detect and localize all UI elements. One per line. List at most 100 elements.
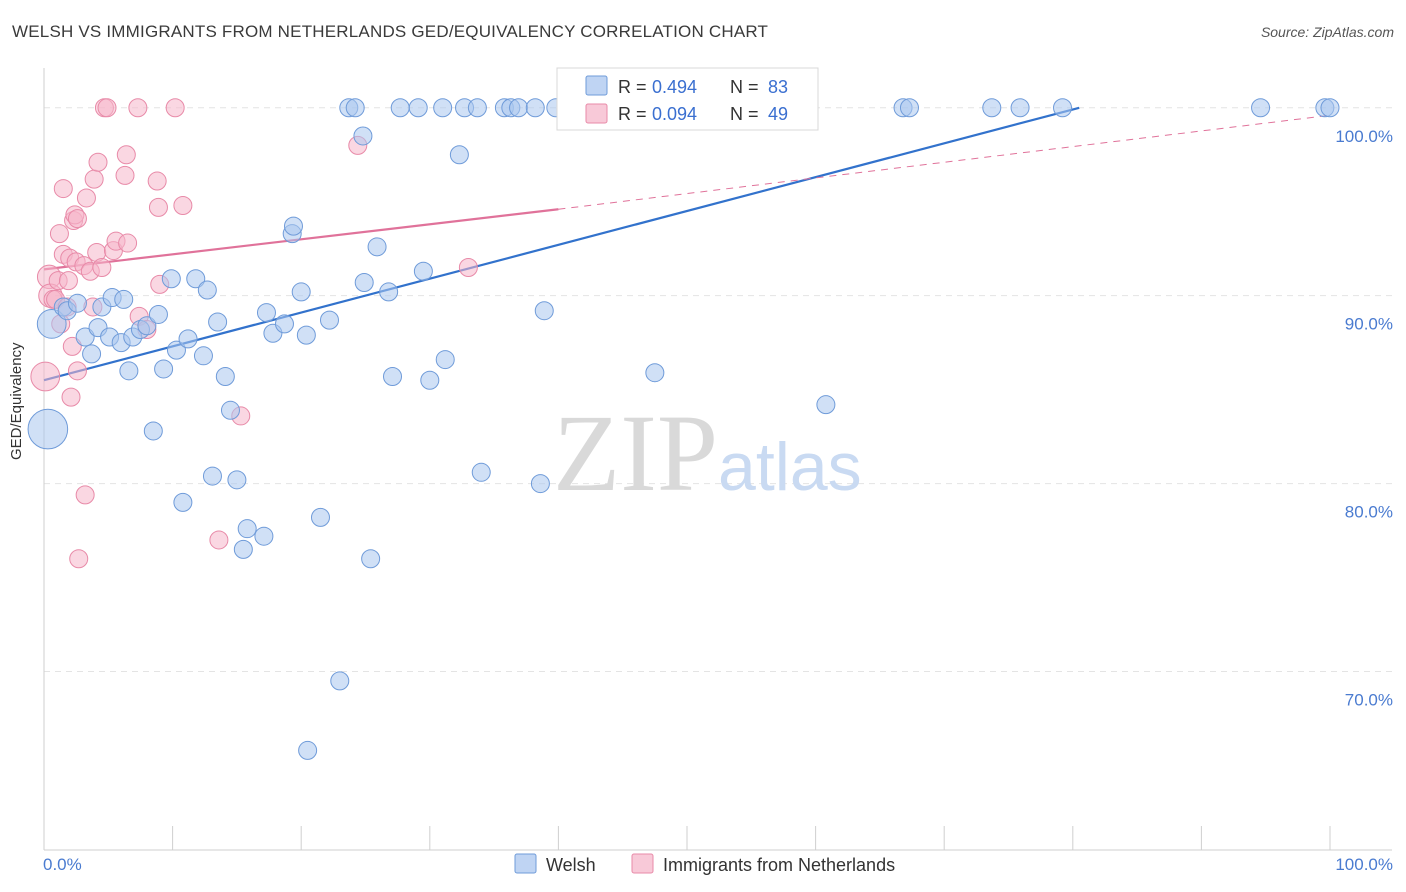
legend-welsh-r-value: 0.494	[652, 77, 697, 97]
welsh-point	[193, 346, 213, 366]
welsh-point	[530, 474, 550, 494]
watermark-atlas: atlas	[718, 429, 862, 505]
welsh-point	[1010, 98, 1030, 118]
welsh-point	[367, 237, 387, 257]
legend-neth-swatch	[585, 103, 608, 124]
correlation-legend: R = 0.494 N = 83 R = 0.094 N = 49	[556, 67, 819, 131]
bottom-legend-welsh-swatch	[514, 853, 537, 874]
legend-welsh-swatch	[585, 75, 608, 96]
welsh-point	[154, 359, 174, 379]
welsh-point	[227, 470, 247, 490]
trend-lines	[43, 106, 1331, 382]
welsh-point	[202, 466, 222, 486]
neth-point	[84, 169, 104, 189]
welsh-point	[645, 363, 665, 383]
welsh-point	[143, 421, 163, 441]
welsh-point	[1053, 98, 1073, 118]
x-tick-right: 100.0%	[1335, 855, 1393, 874]
welsh-point	[75, 327, 95, 347]
welsh-point	[254, 526, 274, 546]
neth-point	[116, 145, 136, 165]
welsh-point	[471, 462, 491, 482]
welsh-point	[379, 282, 399, 302]
watermark-zip: ZIP	[553, 392, 718, 514]
welsh-point	[345, 98, 365, 118]
source-label: Source: ZipAtlas.com	[1260, 24, 1394, 40]
welsh-point	[173, 492, 193, 512]
chart-title: WELSH VS IMMIGRANTS FROM NETHERLANDS GED…	[12, 22, 769, 41]
welsh-point	[178, 329, 198, 349]
welsh-point	[215, 366, 235, 386]
welsh-point	[291, 282, 311, 302]
x-tick-left: 0.0%	[43, 855, 82, 874]
neth-point	[148, 197, 168, 217]
neth-point	[75, 485, 95, 505]
welsh-point	[36, 308, 67, 339]
neth-point	[209, 530, 229, 550]
neth-point	[88, 152, 108, 172]
axes	[43, 68, 1392, 851]
welsh-point	[137, 316, 157, 336]
welsh-point	[361, 549, 381, 569]
welsh-point	[67, 293, 87, 313]
welsh-point	[383, 366, 403, 386]
watermark: ZIP atlas	[553, 392, 862, 514]
welsh-trend-line	[43, 106, 1080, 382]
welsh-point	[161, 269, 181, 289]
welsh-point	[310, 507, 330, 527]
welsh-point	[534, 301, 554, 321]
neth-trend-line	[43, 208, 559, 271]
welsh-point	[208, 312, 228, 332]
neth-point	[61, 387, 81, 407]
bottom-legend-neth-swatch	[631, 853, 654, 874]
neth-point	[67, 361, 87, 381]
welsh-point	[467, 98, 487, 118]
y-tick-label: 70.0%	[1345, 690, 1393, 709]
neth-point	[67, 209, 87, 229]
neth-point	[76, 188, 96, 208]
welsh-point	[330, 671, 350, 691]
legend-neth-r-label: R =	[618, 104, 647, 124]
neth-point	[30, 361, 61, 392]
neth-point	[165, 98, 185, 118]
neth-point	[118, 233, 138, 253]
legend-neth-n-value: 49	[768, 104, 788, 124]
welsh-point	[435, 350, 455, 370]
neth-point	[92, 257, 112, 277]
neth-point	[173, 195, 193, 215]
welsh-point	[509, 98, 529, 118]
welsh-point	[525, 98, 545, 118]
series-legend: Welsh Immigrants from Netherlands	[514, 853, 895, 875]
welsh-point	[283, 216, 303, 236]
welsh-point	[420, 370, 440, 390]
welsh-point	[237, 519, 257, 539]
welsh-point	[449, 145, 469, 165]
neth-point	[49, 224, 69, 244]
gridlines	[44, 107, 1392, 672]
bottom-legend-neth-label: Immigrants from Netherlands	[663, 855, 895, 875]
neth-point	[58, 271, 78, 291]
neth-point	[62, 336, 82, 356]
y-tick-labels: 100.0% 90.0% 80.0% 70.0%	[1335, 127, 1393, 710]
welsh-point	[390, 98, 410, 118]
welsh-point	[119, 361, 139, 381]
legend-welsh-n-value: 83	[768, 77, 788, 97]
neth-point	[128, 98, 148, 118]
welsh-point	[1320, 98, 1340, 118]
legend-neth-n-label: N =	[730, 104, 759, 124]
neth-point	[115, 165, 135, 185]
welsh-point	[296, 325, 316, 345]
neth-point	[147, 171, 167, 191]
welsh-point	[413, 261, 433, 281]
welsh-point	[816, 395, 836, 415]
x-tick-labels: 0.0% 100.0%	[43, 855, 1393, 874]
bottom-legend-welsh-label: Welsh	[546, 855, 596, 875]
legend-neth-r-value: 0.094	[652, 104, 697, 124]
welsh-point	[233, 539, 253, 559]
welsh-point	[114, 289, 134, 309]
welsh-point	[319, 310, 339, 330]
neth-point	[458, 257, 478, 277]
legend-welsh-r-label: R =	[618, 77, 647, 97]
welsh-point	[433, 98, 453, 118]
